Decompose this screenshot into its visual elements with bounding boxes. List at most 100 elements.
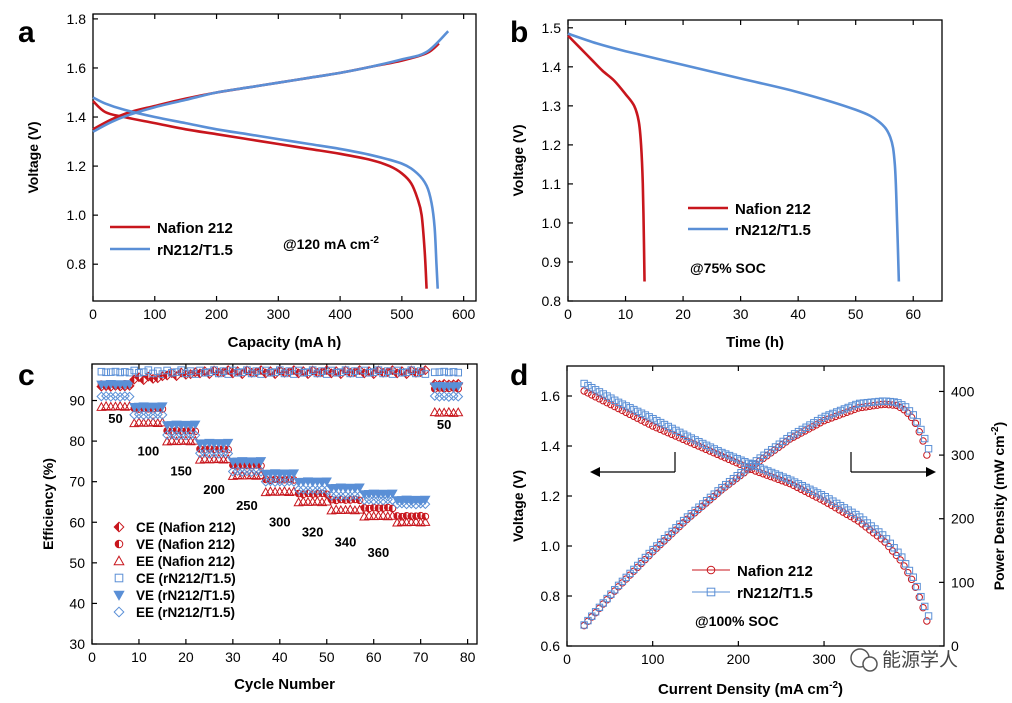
legend-label: EE (rN212/T1.5) [136, 605, 235, 620]
marker-square [588, 383, 596, 392]
marker-triangle-up [312, 496, 323, 506]
marker-square [787, 476, 795, 484]
marker-square [833, 408, 841, 416]
marker-square [783, 474, 791, 483]
y-axis-label: Efficiency (%) [40, 458, 56, 550]
legend-label-nafion-212: Nafion 212 [157, 220, 233, 237]
marker-square [591, 386, 600, 394]
marker-triangle-up [410, 516, 422, 526]
y-tick-label: 1.3 [542, 98, 562, 114]
panel-b: 0 10 20 30 40 50 60 0.8 0.9 1.0 1.1 1.2 1.3 1.4 1.5 Vol… [510, 19, 943, 351]
marker-square [641, 411, 650, 419]
y-tick-label: 1.6 [67, 60, 87, 76]
marker-square [116, 368, 124, 377]
marker-square [130, 366, 139, 375]
marker-circle [915, 428, 923, 436]
marker-diamond [162, 430, 173, 441]
marker-triangle-up [298, 496, 309, 506]
marker-square [365, 368, 373, 377]
marker-square [599, 390, 607, 398]
panel-c: 0 10 20 30 40 50 60 70 80 30 40 50 60 70 80 90 Efficienc… [40, 363, 478, 693]
marker-triangle-up [330, 504, 342, 514]
marker-square [607, 394, 615, 402]
x-tick-label: 600 [452, 306, 476, 322]
marker-triangle-up [213, 453, 224, 463]
marker-square [924, 612, 933, 620]
marker-circle [919, 437, 927, 445]
panel-d: 0 100 200 300 0.6 0.8 1.0 1.2 1.4 1.6 0 100 200 300 40… [510, 365, 1007, 698]
marker-triangle-up [443, 406, 454, 417]
marker-circle [896, 403, 904, 412]
current-density-label: 360 [368, 545, 390, 560]
x-tick-label: 200 [727, 651, 751, 667]
marker-diamond [138, 410, 149, 421]
x-tick-label: 20 [178, 649, 194, 665]
marker-square [848, 508, 856, 517]
x-tick-label: 40 [272, 649, 288, 665]
marker-square [810, 487, 818, 495]
marker-square [97, 367, 106, 376]
marker-circle [923, 617, 931, 625]
marker-triangle-up [113, 555, 125, 566]
marker-circle [915, 593, 923, 601]
marker-triangle-up [453, 407, 464, 417]
series-line-nafion-212-charge [92, 42, 440, 131]
marker-diamond [359, 494, 370, 505]
marker-circle-fill [384, 504, 388, 511]
marker-square [752, 462, 761, 471]
marker-diamond [246, 467, 257, 478]
marker-diamond [260, 476, 271, 487]
legend: Nafion 212 rN212/T1.5 [688, 201, 811, 239]
marker-square [440, 367, 448, 376]
marker-circle [911, 419, 920, 427]
marker-square [595, 603, 604, 612]
legend: Nafion 212 rN212/T1.5 [692, 563, 813, 602]
marker-square [722, 450, 730, 458]
marker-diamond [194, 448, 205, 459]
marker-square [294, 366, 303, 375]
marker-square [802, 423, 810, 431]
marker-diamond [180, 430, 191, 441]
x-tick-label: 60 [905, 306, 921, 322]
annotation-soc: @100% SOC [695, 613, 779, 629]
y-tick-label: 70 [69, 474, 85, 490]
marker-circle [919, 603, 927, 612]
marker-square [725, 451, 734, 460]
marker-square [863, 398, 872, 407]
marker-square [840, 504, 849, 512]
marker-square [111, 367, 120, 376]
y-tick-label: 90 [69, 393, 85, 409]
series-line-rn212-t1-5-discharge [92, 96, 439, 289]
annotation-soc-main: @75% SOC [690, 260, 766, 276]
y-tick-label: 1.4 [541, 438, 561, 454]
panel-letter-a: a [18, 16, 35, 49]
marker-square [905, 566, 914, 575]
annotation-current-sup: -2 [370, 235, 379, 246]
marker-square [445, 368, 453, 377]
marker-square [622, 573, 630, 582]
marker-square [637, 409, 646, 417]
y-tick-label: 1.4 [542, 59, 562, 75]
marker-circle [610, 402, 619, 411]
marker-square [618, 577, 627, 586]
legend-label-rn212-t1-5: rN212/T1.5 [735, 222, 811, 239]
watermark: 能源学人 [850, 648, 958, 672]
marker-square [271, 368, 279, 376]
marker-circle [622, 408, 630, 417]
y-tick-label: 0.6 [541, 638, 561, 654]
y2-axis-label-sup: -2 [990, 426, 1001, 435]
series-line-rn212-t1-5 [567, 32, 901, 282]
marker-square [304, 368, 312, 376]
marker-square [595, 388, 604, 396]
marker-triangle-up [420, 516, 431, 526]
marker-triangle-up [232, 469, 243, 479]
marker-square [676, 428, 684, 437]
marker-square [614, 398, 623, 407]
y-tick-label: 1.0 [542, 215, 562, 231]
x-tick-label: 300 [812, 651, 836, 667]
y-tick-label: 0.8 [542, 293, 562, 309]
y2-tick-label: 300 [951, 447, 975, 463]
x-axis-label: Time (h) [726, 334, 784, 351]
marker-circle-fill [403, 512, 407, 520]
marker-square [848, 402, 856, 410]
